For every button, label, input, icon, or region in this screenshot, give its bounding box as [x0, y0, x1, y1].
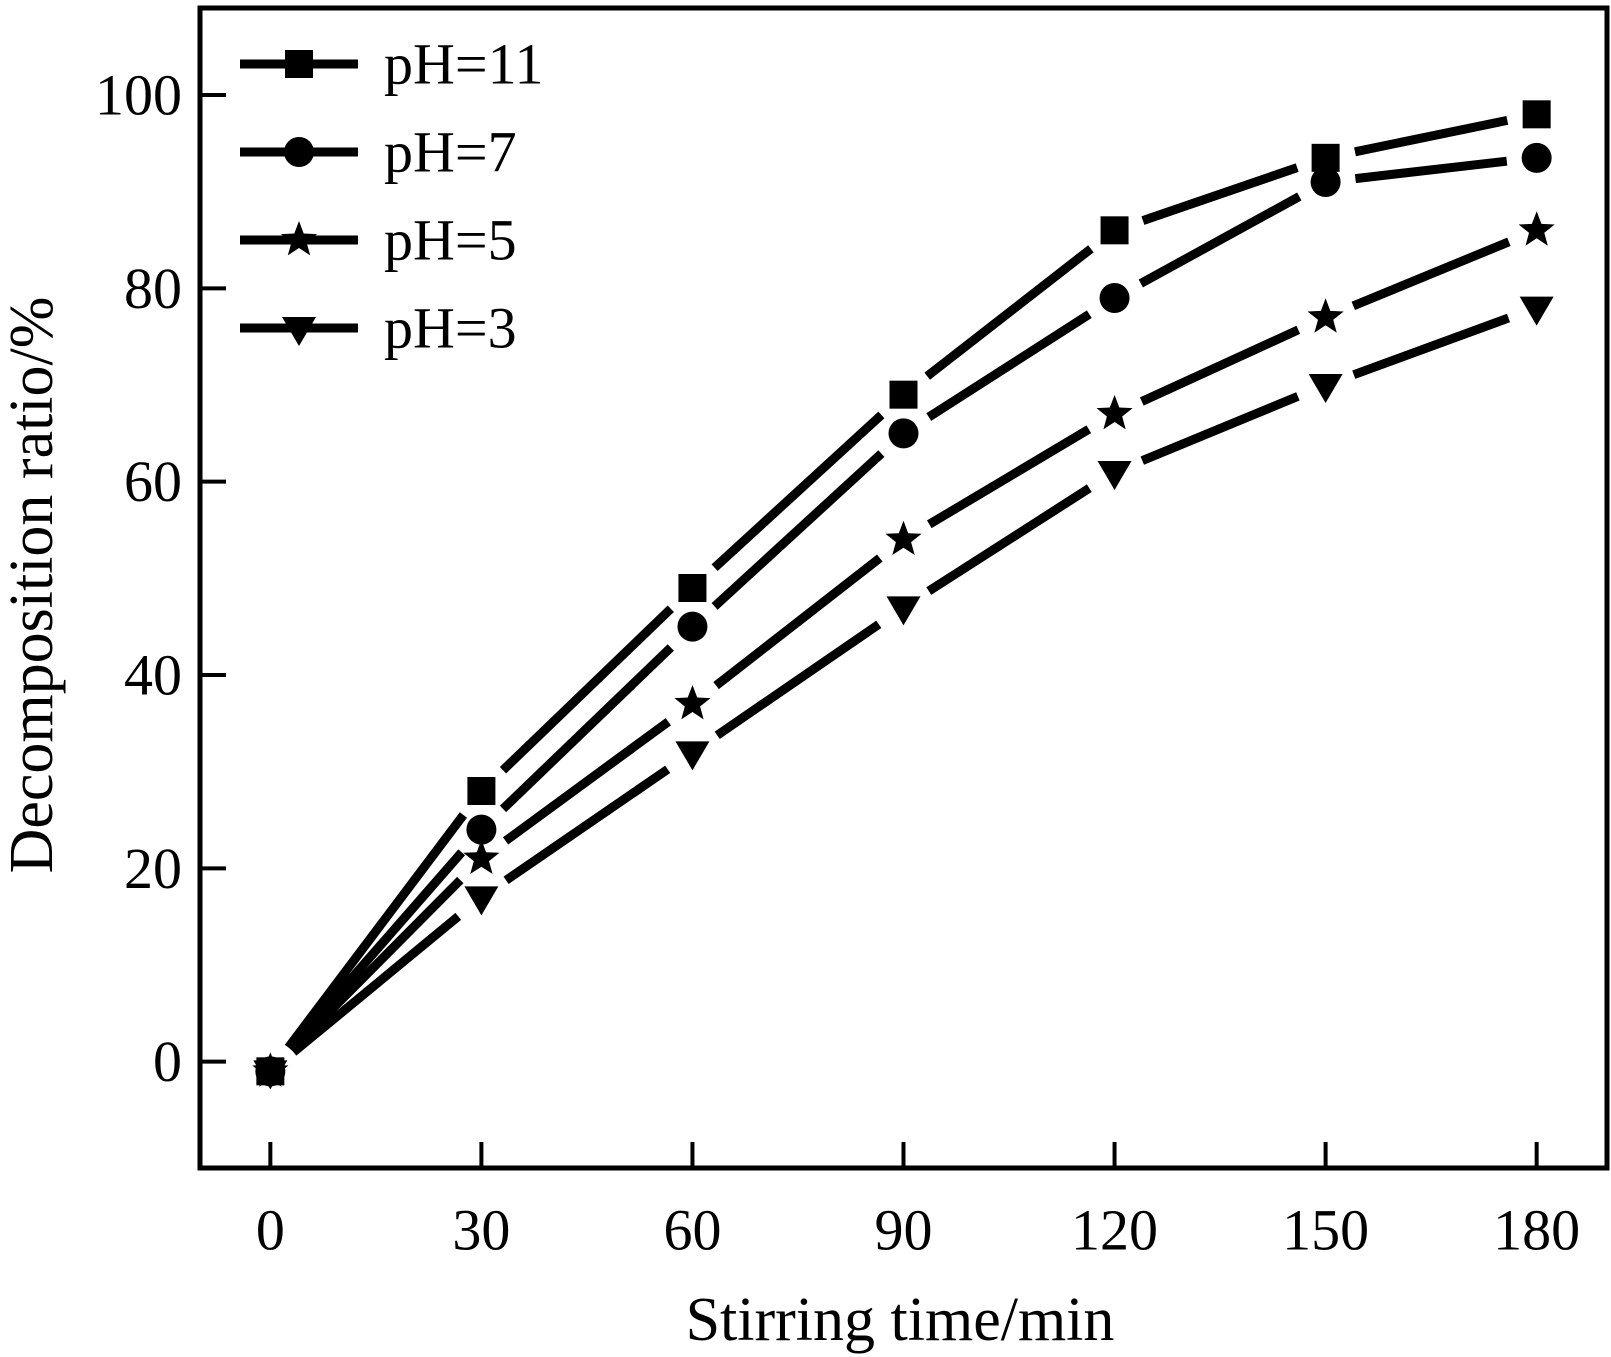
star-marker-icon — [1096, 395, 1133, 430]
star-marker-icon — [674, 685, 711, 720]
axis-tick-labels: 0 30 60 90 120 150 180 0 20 40 60 80 100 — [95, 63, 1580, 1263]
series-segment — [711, 450, 885, 610]
x-axis-title: Stirring time/min — [686, 1286, 1115, 1354]
circle-marker-icon — [888, 418, 919, 449]
legend-item-ph-3: pH=3 — [240, 296, 517, 361]
series-segment — [503, 765, 671, 885]
y-tick-label: 100 — [95, 63, 182, 128]
series-segment — [926, 310, 1092, 421]
series-segment — [499, 644, 674, 813]
series-segment — [711, 411, 885, 572]
series-segment — [714, 620, 882, 740]
series-segment — [1351, 237, 1511, 311]
circle-marker-icon — [466, 814, 497, 845]
triangle-down-marker-icon — [253, 1060, 288, 1090]
circle-marker-icon — [1521, 142, 1552, 173]
series-segment — [1140, 392, 1300, 465]
x-tick-label: 90 — [875, 1198, 933, 1263]
series-segment — [290, 912, 462, 1056]
legend-item-ph-11: pH=11 — [240, 32, 543, 97]
x-tick-label: 60 — [663, 1198, 721, 1263]
series-segment — [1352, 313, 1511, 379]
series-segment — [1354, 115, 1509, 157]
series-segment — [926, 425, 1092, 529]
square-marker-icon — [1522, 100, 1551, 129]
y-tick-label: 0 — [153, 1029, 182, 1094]
triangle-down-marker-icon — [1097, 461, 1132, 490]
square-marker-icon — [678, 574, 707, 602]
y-tick-label: 20 — [124, 836, 182, 901]
series-segment — [499, 605, 674, 774]
triangle-down-marker-icon — [675, 741, 710, 771]
series-segment — [1139, 325, 1301, 406]
series-segment — [288, 876, 464, 1054]
series-segment — [1138, 192, 1302, 288]
x-tick-label: 180 — [1493, 1198, 1580, 1263]
x-tick-label: 30 — [452, 1198, 510, 1263]
series-ph-5 — [252, 211, 1555, 1087]
legend-label: pH=5 — [384, 208, 517, 273]
circle-marker-icon — [284, 137, 314, 167]
star-marker-icon — [463, 839, 500, 874]
series-segment — [1141, 163, 1299, 225]
square-marker-icon — [889, 380, 918, 409]
star-marker-icon — [885, 520, 922, 555]
x-tick-label: 0 — [256, 1198, 285, 1263]
circle-marker-icon — [1099, 283, 1130, 313]
square-marker-icon — [285, 50, 313, 78]
legend-label: pH=3 — [384, 296, 517, 361]
x-tick-label: 120 — [1071, 1198, 1158, 1263]
data-series — [252, 100, 1555, 1090]
y-tick-label: 60 — [124, 449, 182, 514]
series-segment — [926, 484, 1092, 595]
star-marker-icon — [1307, 298, 1344, 333]
triangle-down-marker-icon — [886, 596, 921, 626]
series-segment — [284, 812, 467, 1051]
circle-marker-icon — [1310, 167, 1341, 197]
series-segment — [502, 718, 671, 845]
triangle-down-marker-icon — [1308, 374, 1343, 403]
star-marker-icon — [1518, 211, 1555, 246]
legend-label: pH=7 — [384, 120, 517, 185]
series-segment — [286, 849, 466, 1052]
y-axis-title: Decomposition ratio/% — [0, 297, 66, 874]
y-tick-label: 80 — [124, 256, 182, 321]
circle-marker-icon — [677, 611, 708, 642]
series-segment — [1354, 156, 1508, 184]
square-marker-icon — [1100, 216, 1129, 245]
triangle-down-marker-icon — [464, 886, 499, 916]
legend-label: pH=11 — [384, 32, 543, 97]
series-segment — [924, 245, 1094, 380]
triangle-down-marker-icon — [1519, 296, 1554, 326]
axis-ticks — [200, 93, 1539, 1168]
square-marker-icon — [467, 777, 496, 805]
legend-item-ph-5: pH=5 — [240, 208, 517, 273]
star-marker-icon — [280, 221, 318, 256]
legend-item-ph-7: pH=7 — [240, 120, 517, 185]
legend: pH=11 pH=7 pH=5 pH=3 — [240, 32, 543, 361]
series-segment — [713, 554, 883, 690]
x-tick-label: 150 — [1282, 1198, 1369, 1263]
triangle-down-marker-icon — [282, 317, 316, 346]
y-tick-label: 40 — [124, 643, 182, 708]
series-ph-3 — [253, 296, 1554, 1090]
